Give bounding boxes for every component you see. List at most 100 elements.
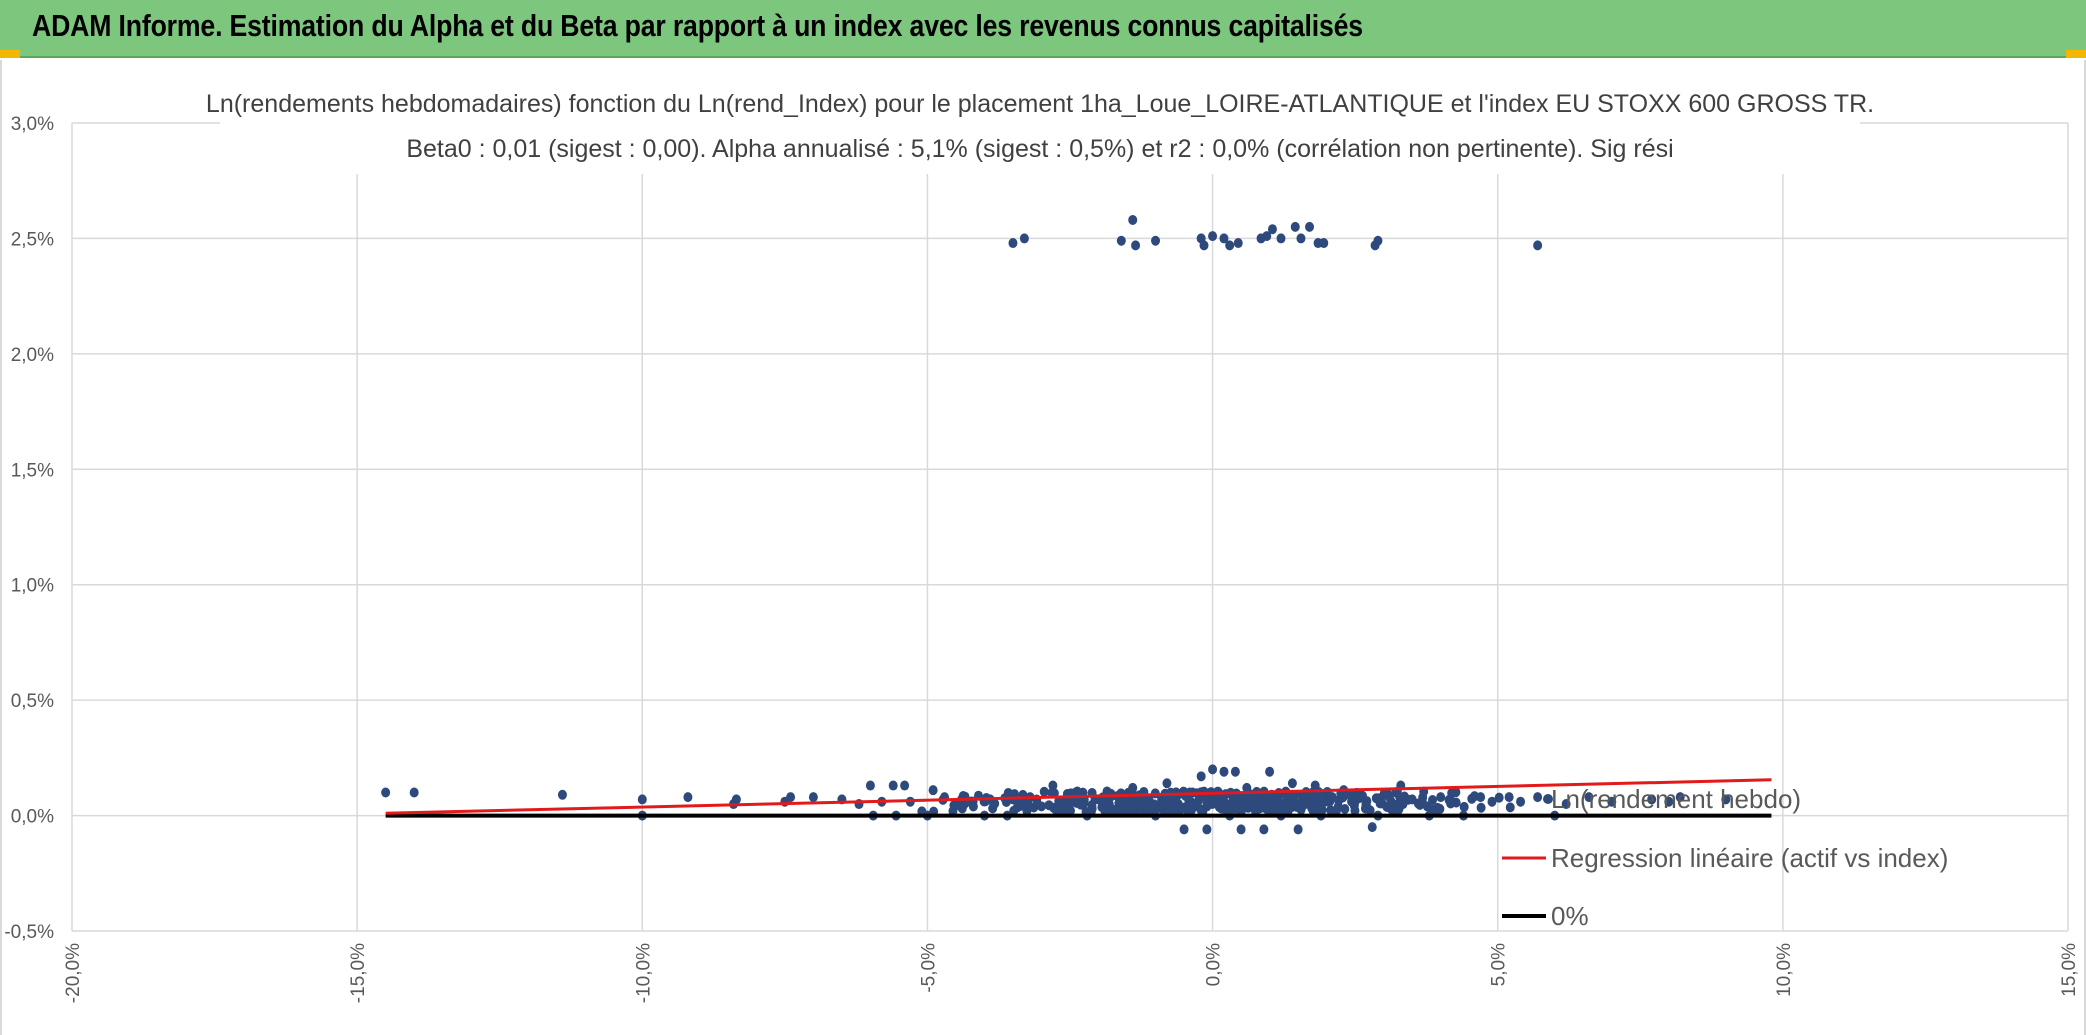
scatter-point bbox=[1202, 797, 1212, 808]
scatter-point bbox=[1022, 805, 1032, 816]
scatter-point bbox=[1265, 766, 1275, 777]
scatter-point bbox=[683, 792, 693, 803]
scatter-point bbox=[731, 794, 741, 805]
scatter-points bbox=[381, 214, 1731, 835]
scatter-point bbox=[1216, 792, 1226, 803]
scatter-point bbox=[1242, 801, 1252, 812]
scatter-point bbox=[1186, 805, 1196, 816]
scatter-point bbox=[1008, 238, 1018, 249]
scatter-point bbox=[409, 787, 419, 798]
y-tick-label: 0,0% bbox=[11, 807, 54, 828]
scatter-point bbox=[1199, 240, 1209, 251]
scatter-point bbox=[1233, 238, 1243, 249]
chart-title-line-1: Ln(rendements hebdomadaires) fonction du… bbox=[206, 90, 1874, 118]
scatter-point bbox=[1321, 795, 1331, 806]
scatter-point bbox=[1208, 231, 1218, 242]
scatter-point bbox=[1140, 794, 1150, 805]
scatter-point bbox=[1584, 792, 1594, 803]
scatter-point bbox=[1305, 221, 1315, 232]
scatter-point bbox=[1382, 801, 1392, 812]
scatter-point bbox=[1428, 795, 1438, 806]
scatter-point bbox=[1168, 794, 1178, 805]
scatter-point bbox=[1446, 798, 1456, 809]
scatter-point bbox=[786, 792, 796, 803]
scatter-point bbox=[1276, 233, 1286, 244]
scatter-point bbox=[381, 787, 391, 798]
scatter-point bbox=[1287, 778, 1297, 789]
y-tick-label: 2,5% bbox=[11, 229, 54, 250]
scatter-point bbox=[1179, 824, 1189, 835]
scatter-point bbox=[1147, 803, 1157, 814]
scatter-point bbox=[1219, 233, 1229, 244]
scatter-point bbox=[1435, 803, 1445, 814]
scatter-point bbox=[1208, 764, 1218, 775]
chart-legend: Ln(rendement hebdo) Regression linéaire … bbox=[1502, 784, 1948, 931]
legend-label-zero: 0% bbox=[1551, 901, 1589, 931]
scatter-point bbox=[968, 801, 978, 812]
regression-line bbox=[385, 778, 1772, 815]
header-bar: ADAM Informe. Estimation du Alpha et du … bbox=[0, 0, 2086, 58]
scatter-point bbox=[1018, 797, 1028, 808]
chart-title-line-2: Beta0 : 0,01 (sigest : 0,00). Alpha annu… bbox=[406, 135, 1673, 163]
scatter-point bbox=[1236, 824, 1246, 835]
scatter-point bbox=[1533, 792, 1543, 803]
scatter-point bbox=[1494, 792, 1504, 803]
scatter-point bbox=[1373, 235, 1383, 246]
corner-marker-left bbox=[0, 50, 20, 58]
scatter-point bbox=[1296, 233, 1306, 244]
legend-label-series: Ln(rendement hebdo) bbox=[1551, 784, 1801, 814]
y-tick-label: 0,5% bbox=[11, 691, 54, 712]
scatter-point bbox=[1340, 803, 1350, 814]
legend-label-regression: Regression linéaire (actif vs index) bbox=[1551, 843, 1948, 873]
y-tick-label: 3,0% bbox=[11, 114, 54, 135]
scatter-point bbox=[1219, 766, 1229, 777]
scatter-point bbox=[1664, 796, 1674, 807]
scatter-point bbox=[1326, 805, 1336, 816]
scatter-point bbox=[1647, 794, 1657, 805]
scatter-point bbox=[1345, 790, 1355, 801]
y-tick-label: 2,0% bbox=[11, 345, 54, 366]
scatter-point bbox=[1290, 221, 1300, 232]
page-title: ADAM Informe. Estimation du Alpha et du … bbox=[32, 8, 1363, 43]
scatter-point bbox=[948, 806, 958, 817]
scatter-point bbox=[1131, 240, 1141, 251]
scatter-point bbox=[1561, 799, 1571, 810]
scatter-point bbox=[1382, 788, 1392, 799]
x-axis-ticks: -20,0% -15,0% -10,0% -5,0% 0,0% 5,0% 10,0% 15,0… bbox=[63, 943, 2080, 1003]
scatter-point bbox=[1367, 822, 1377, 833]
scatter-point bbox=[1721, 794, 1731, 805]
scatter-point bbox=[1116, 235, 1126, 246]
scatter-point bbox=[1044, 800, 1054, 811]
scatter-point bbox=[1304, 797, 1314, 808]
scatter-point bbox=[1267, 224, 1277, 235]
scatter-point bbox=[1202, 824, 1212, 835]
x-tick-label: 10,0% bbox=[1774, 943, 1795, 997]
title-background bbox=[220, 84, 1860, 174]
scatter-point bbox=[1391, 799, 1401, 810]
scatter-point bbox=[1108, 804, 1118, 815]
scatter-point bbox=[1533, 240, 1543, 251]
scatter-point bbox=[1262, 231, 1272, 242]
x-tick-label: 0,0% bbox=[1204, 943, 1225, 986]
scatter-point bbox=[637, 794, 647, 805]
scatter-point bbox=[1221, 803, 1231, 814]
scatter-point bbox=[1029, 802, 1039, 813]
scatter-point bbox=[1505, 802, 1515, 813]
scatter-point bbox=[1019, 233, 1029, 244]
legend-marker-icon bbox=[1543, 794, 1553, 804]
chart-frame bbox=[0, 60, 2086, 1035]
scatter-point bbox=[1607, 796, 1617, 807]
scatter-point bbox=[1151, 235, 1161, 246]
scatter-point bbox=[1199, 786, 1209, 797]
x-tick-label: -10,0% bbox=[633, 943, 654, 1003]
scatter-point bbox=[1293, 824, 1303, 835]
y-tick-label: 1,5% bbox=[11, 460, 54, 481]
scatter-point bbox=[1259, 824, 1269, 835]
scatter-point bbox=[1057, 805, 1067, 816]
scatter-point bbox=[1365, 805, 1375, 816]
scatter-point bbox=[1132, 798, 1142, 809]
scatter-point bbox=[1334, 795, 1344, 806]
x-tick-label: -20,0% bbox=[63, 943, 84, 1003]
scatter-point bbox=[1516, 796, 1526, 807]
grid bbox=[71, 122, 2069, 932]
